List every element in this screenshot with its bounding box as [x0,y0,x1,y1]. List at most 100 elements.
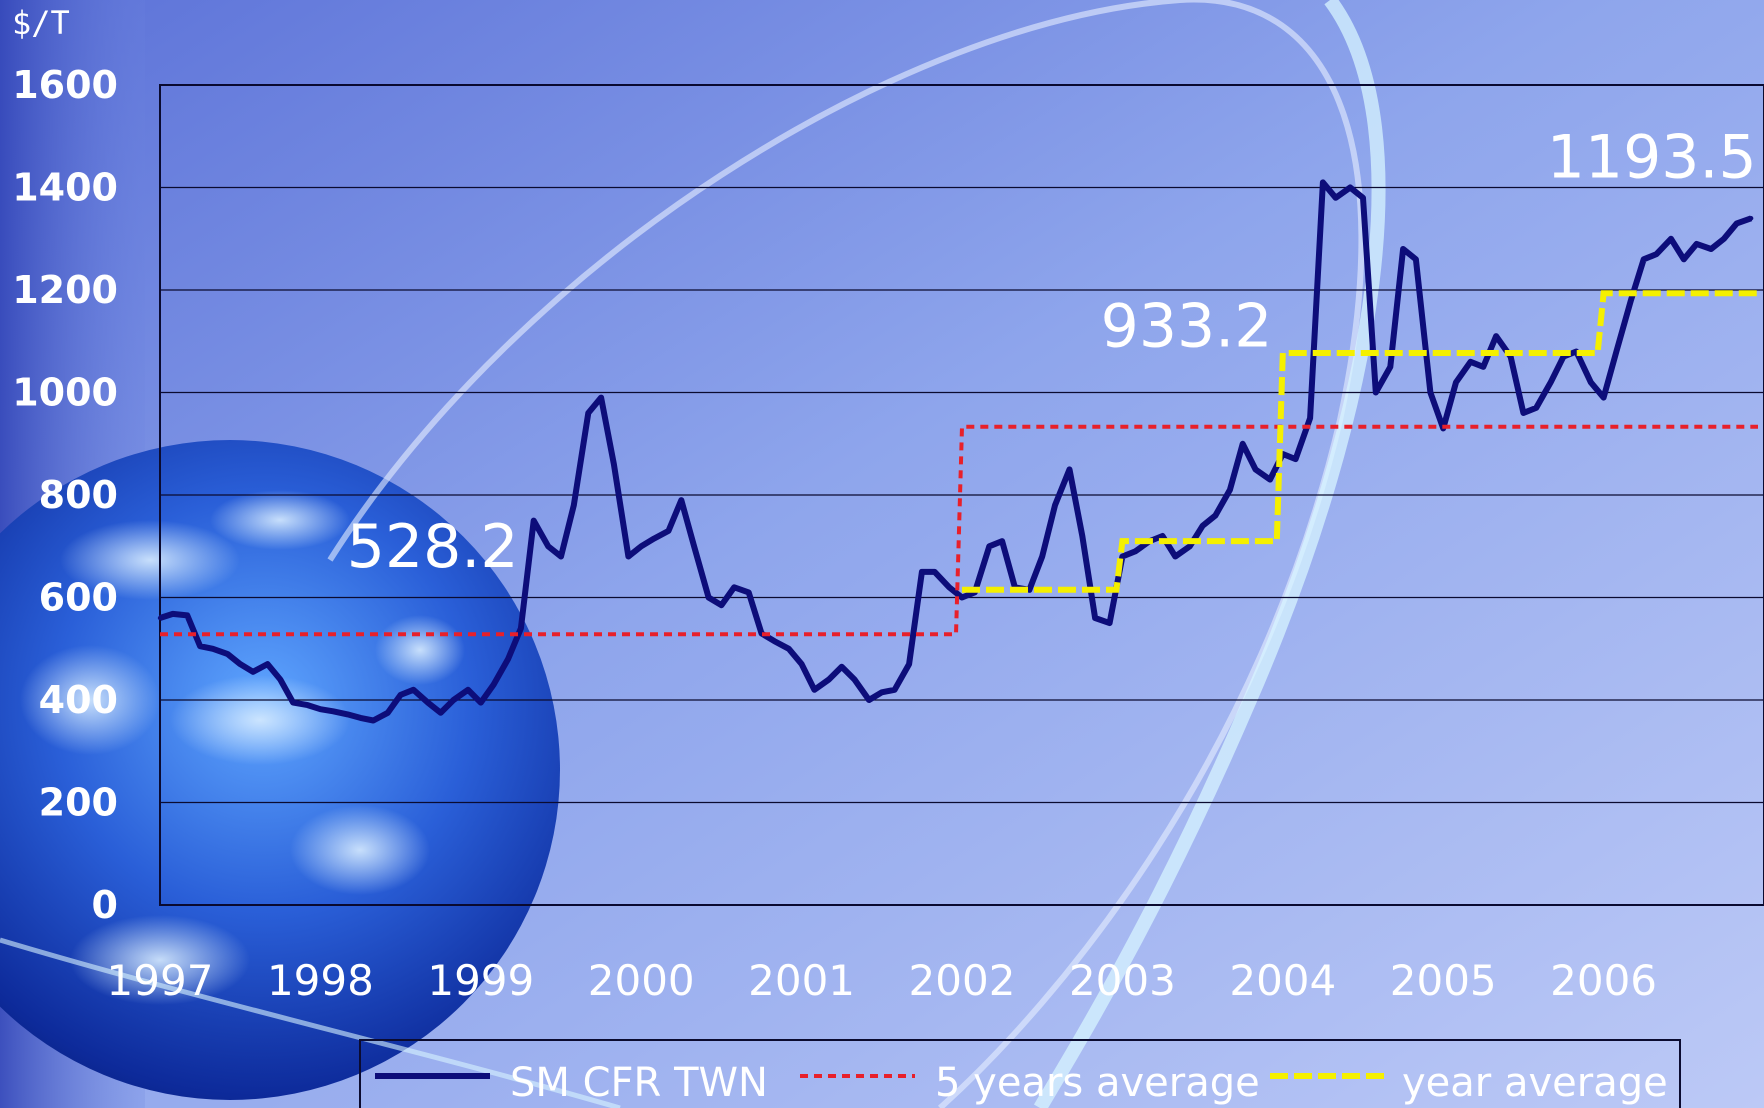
data-point [826,677,832,682]
data-point [919,569,925,575]
data-point [345,712,350,717]
y-tick-label: 1000 [12,371,118,415]
data-point [1641,257,1646,262]
data-point [1400,246,1406,252]
data-point [505,656,511,662]
data-point [491,682,496,687]
data-point [1373,390,1379,395]
data-point [290,700,296,705]
data-point [1628,298,1634,303]
x-axis: 1997 1998 1999 2000 2001 2002 2003 2004 2005 2006 [107,956,1657,1005]
data-point [946,585,952,590]
data-point [1534,405,1539,411]
x-tick-label: 2006 [1550,956,1657,1005]
y-tick-label: 200 [39,781,118,825]
data-point [1734,221,1739,226]
data-point [959,595,965,600]
y-tick-label: 1400 [12,166,118,210]
y-axis: 0 200 400 600 800 1000 1200 1400 1600 [12,63,118,927]
globe-decoration [0,440,560,1100]
data-point [1133,549,1138,554]
data-point [371,718,376,723]
data-point [639,544,644,549]
x-tick-label: 2000 [588,956,695,1005]
data-point [1493,333,1499,339]
data-point [866,697,872,703]
data-point [278,677,283,682]
data-point [210,646,216,651]
data-point [799,661,804,667]
data-point [839,664,844,669]
data-point [852,677,857,682]
data-point [1708,246,1714,252]
data-point [225,651,230,657]
data-point [679,497,684,503]
data-point [478,700,483,705]
data-point [987,544,992,549]
x-tick-label: 1998 [267,956,374,1005]
data-point [1360,195,1366,200]
data-point [1293,456,1298,462]
data-point [786,646,791,651]
x-tick-label: 2003 [1069,956,1176,1005]
y-unit-label: $/T [12,4,70,42]
data-point [1080,533,1085,539]
data-point [1333,195,1338,200]
data-point [999,538,1005,544]
data-point [1227,487,1233,493]
data-point [558,554,564,559]
data-point [1213,513,1218,518]
data-point [1548,380,1553,385]
data-point [1092,615,1098,621]
data-point [1721,236,1727,241]
data-point [772,638,777,644]
data-point [451,697,456,703]
data-point [1413,257,1419,262]
data-point [906,661,912,667]
data-point [932,569,937,575]
data-point [1253,467,1258,472]
data-point [1200,523,1205,528]
y-tick-label: 1200 [12,268,118,312]
data-point [398,692,403,698]
legend-label: year average [1402,1060,1668,1106]
data-point [706,595,711,600]
data-point [545,544,551,549]
data-point [666,528,671,534]
data-point [1588,380,1593,385]
data-point [691,544,697,549]
data-point [1320,180,1326,185]
data-point [1748,216,1754,221]
orbit-decoration [0,0,1386,1108]
y-tick-label: 800 [39,473,118,517]
data-point [1614,349,1619,354]
annotation-label: 1193.5 [1547,122,1757,192]
data-point [1107,620,1112,626]
y-tick-label: 0 [92,883,118,927]
data-point [1654,251,1659,257]
y-tick-label: 600 [39,576,118,620]
data-point [1120,554,1125,559]
data-point [598,395,604,400]
data-point [1307,415,1313,421]
data-point [1052,503,1058,508]
data-point [1267,477,1273,482]
data-point [1347,185,1353,190]
data-point [238,661,243,667]
legend-box [359,1039,1681,1108]
data-point [518,626,524,631]
data-point [385,710,390,716]
data-point [1388,364,1393,370]
data-point [1187,544,1192,549]
data-point [1173,554,1178,559]
data-point [1694,241,1699,247]
data-point [157,615,163,621]
data-point [1428,390,1433,395]
data-point [411,687,416,692]
data-point [170,611,176,617]
data-point [1681,257,1687,262]
x-tick-label: 2002 [909,956,1016,1005]
data-point [438,710,443,716]
